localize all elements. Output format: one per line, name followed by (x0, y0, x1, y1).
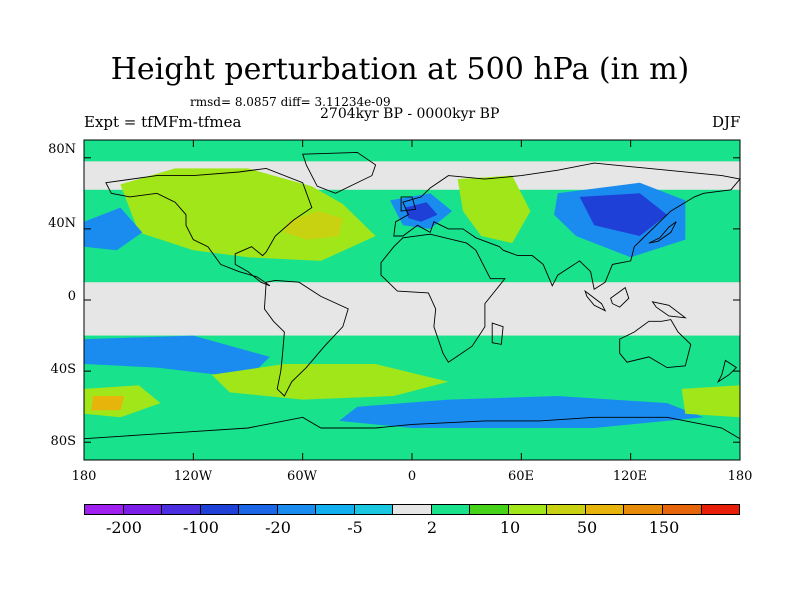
contour-region-north-america-core (284, 211, 343, 240)
map-title: Height perturbation at 500 hPa (in m) (110, 52, 690, 87)
colorbar-bin (239, 505, 278, 514)
colorbar-bin (662, 505, 702, 514)
coastline-greenland (302, 151, 377, 194)
coastline-eurasia (393, 162, 741, 291)
colorbar-bin (85, 505, 124, 514)
colorbar (84, 504, 740, 515)
x-tick-label: 120E (612, 469, 648, 484)
colorbar-bin (701, 505, 740, 514)
y-tick-label: 80N (48, 142, 76, 157)
coastline-madagascar (491, 322, 504, 345)
y-tick-label: 80S (50, 434, 76, 449)
coastline-japan (648, 221, 677, 244)
contour-region-south-pacific-low (84, 335, 270, 379)
contour-region-west-asia-high (457, 175, 531, 244)
contour-region-north-pacific-low (84, 207, 143, 251)
contour-regions (84, 168, 740, 428)
colorbar-bin (277, 505, 317, 514)
x-tick-label: 60W (287, 469, 317, 484)
colorbar-label: -20 (265, 518, 291, 537)
contour-region-far-east-high (681, 385, 740, 418)
colorbar-bin (393, 505, 432, 514)
season-label: DJF (712, 113, 741, 131)
colorbar-bin (508, 505, 548, 514)
coastline-australia (619, 319, 692, 369)
period-label: 2704kyr BP - 0000kyr BP (320, 106, 500, 122)
colorbar-label: 10 (499, 518, 521, 537)
coastline-south-america (263, 279, 349, 397)
colorbar-bin (162, 505, 201, 514)
colorbar-label: 50 (576, 518, 598, 537)
y-tick-label: 40N (48, 216, 76, 231)
contour-region-southern-ocean-low (339, 396, 704, 428)
colorbar-bin (470, 505, 509, 514)
colorbar-label: 150 (648, 518, 680, 537)
colorbar-bin (123, 505, 163, 514)
coastlines (83, 151, 741, 461)
colorbar-bin (200, 505, 240, 514)
colorbar-bin (547, 505, 586, 514)
coastline-new-zealand (716, 359, 738, 384)
x-tick-label: 0 (407, 469, 417, 484)
colorbar-bin (431, 505, 471, 514)
contour-region-south-atlantic-high (211, 364, 449, 400)
x-tick-label: 120W (173, 469, 213, 484)
contour-region-europe-core (404, 202, 438, 222)
colorbar-bin (585, 505, 625, 514)
neutral-band (84, 282, 740, 336)
colorbar-bin (316, 505, 355, 514)
y-tick-label: 40S (50, 362, 76, 377)
y-tick-label: 0 (67, 289, 76, 304)
rmsd-label: rmsd= 8.0857 diff= 3.11234e-09 (190, 95, 391, 109)
x-tick-label: 60E (507, 469, 535, 484)
coastline-sumatra (584, 289, 607, 312)
colorbar-label: -5 (347, 518, 363, 537)
coastline-africa (380, 233, 506, 363)
experiment-label: Expt = tfMFm-tfmea (84, 113, 242, 131)
contour-region-siberia-core (579, 193, 668, 236)
colorbar-label: 2 (426, 518, 438, 537)
coastline-borneo (610, 286, 630, 308)
x-tick-label: 180 (727, 469, 753, 484)
contour-region-south-pacific-core (91, 396, 125, 411)
colorbar-bin (624, 505, 663, 514)
coastline-north-america (105, 167, 313, 287)
colorbar-label: -200 (106, 518, 142, 537)
colorbar-bin (354, 505, 394, 514)
coastline-new-guinea (651, 301, 687, 319)
coastline-britain (400, 196, 417, 212)
colorbar-label: -100 (183, 518, 219, 537)
x-tick-label: 180 (71, 469, 97, 484)
map-frame (83, 139, 741, 461)
